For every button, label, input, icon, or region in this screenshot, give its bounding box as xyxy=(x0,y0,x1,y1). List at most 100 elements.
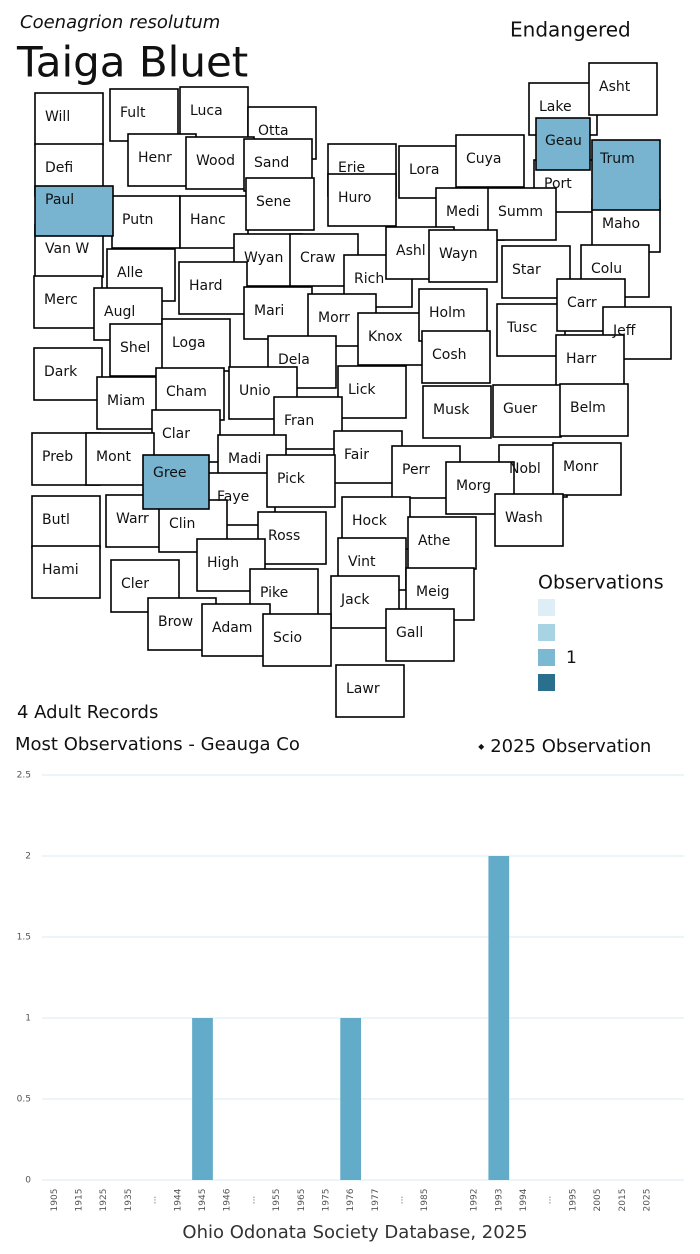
county xyxy=(127,133,197,187)
subtitle: Coenagrion resolutum xyxy=(20,12,220,33)
county-label: Clar xyxy=(162,426,190,442)
y-tick-label: 1 xyxy=(25,1014,31,1024)
x-tick-label: 1935 xyxy=(124,1189,134,1212)
records: 4 Adult Records xyxy=(17,702,158,723)
county-label: Trum xyxy=(599,151,635,167)
title: Taiga Bluet xyxy=(16,38,248,87)
most-observations: Most Observations - Geauga Co xyxy=(15,734,300,755)
county xyxy=(455,134,525,188)
county-label: Tusc xyxy=(506,320,537,336)
county-label: Knox xyxy=(368,329,402,345)
x-tick-label: 1995 xyxy=(568,1189,578,1212)
county-label: Colu xyxy=(591,261,622,277)
county-label: Lick xyxy=(348,382,376,398)
county-label: Cler xyxy=(121,576,149,592)
y-tick-label: 1.5 xyxy=(17,933,31,943)
x-tick-label: 1993 xyxy=(494,1189,504,1212)
county-label: Holm xyxy=(429,305,466,321)
county-label: Jeff xyxy=(612,323,636,339)
county xyxy=(407,516,477,570)
county-label: Wyan xyxy=(244,250,283,266)
county-label: Defi xyxy=(45,160,73,176)
county-label: Henr xyxy=(138,150,172,166)
county-label: Lake xyxy=(539,99,572,115)
county xyxy=(33,347,103,401)
county-label: Mari xyxy=(254,303,284,319)
county-label: Sene xyxy=(256,194,291,210)
county-label: Pick xyxy=(277,471,306,487)
county xyxy=(142,454,210,510)
county-label: Fair xyxy=(344,447,369,463)
x-tick-label: ... xyxy=(396,1196,406,1205)
county-label: Hanc xyxy=(190,212,226,228)
county-label: Loga xyxy=(172,335,206,351)
county-label: Clin xyxy=(169,516,195,532)
county-label: Luca xyxy=(190,103,223,119)
county-label: Gall xyxy=(396,625,423,641)
county xyxy=(421,330,491,384)
status: Endangered xyxy=(510,18,631,42)
county-label: Scio xyxy=(273,630,302,646)
county xyxy=(245,177,315,231)
county-label: Geau xyxy=(545,133,582,149)
county xyxy=(151,409,221,463)
county xyxy=(591,139,661,211)
x-tick-label: 1965 xyxy=(297,1189,307,1212)
bar xyxy=(488,856,510,1180)
county-label: Cosh xyxy=(432,347,467,363)
county-label: Hard xyxy=(189,278,223,294)
county-label: Jack xyxy=(340,592,370,608)
county-label: Van W xyxy=(45,241,89,257)
county-label: Nobl xyxy=(509,461,541,477)
y-tick-label: 0 xyxy=(25,1176,31,1186)
county-label: Erie xyxy=(338,160,365,176)
bar xyxy=(192,1018,213,1180)
county xyxy=(31,495,101,549)
county xyxy=(487,187,557,241)
x-tick-label: ... xyxy=(544,1196,554,1205)
county-label: Dark xyxy=(44,364,78,380)
county-label: Sand xyxy=(254,155,289,171)
county-label: Meig xyxy=(416,584,449,600)
county-label: Otta xyxy=(258,123,289,139)
county-label: Warr xyxy=(116,511,149,527)
x-tick-label: 2015 xyxy=(618,1189,628,1212)
x-tick-label: ... xyxy=(247,1196,257,1205)
legend-title: Observations xyxy=(538,572,664,594)
x-tick-label: ... xyxy=(149,1196,159,1205)
county-label: Pike xyxy=(260,585,288,601)
legend-swatch xyxy=(538,674,555,691)
county-label: Adam xyxy=(212,620,252,636)
county-label: Wayn xyxy=(439,246,478,262)
y-tick-label: 2 xyxy=(25,852,31,862)
county-label: Wash xyxy=(505,510,543,526)
x-tick-label: 1925 xyxy=(99,1189,109,1212)
x-tick-label: 1976 xyxy=(346,1188,356,1211)
county-label: Ross xyxy=(268,528,300,544)
county xyxy=(266,454,336,508)
county-label: Medi xyxy=(446,204,479,220)
county-label: Gree xyxy=(153,465,187,481)
county xyxy=(262,613,332,667)
county-label: Ashl xyxy=(396,243,426,259)
county-label: Unio xyxy=(239,383,271,399)
y-tick-label: 0.5 xyxy=(17,1095,31,1105)
county-label: Morg xyxy=(456,478,491,494)
x-tick-label: 2005 xyxy=(593,1189,603,1212)
county-label: Craw xyxy=(300,250,336,266)
county xyxy=(494,493,564,547)
x-tick-label: 1946 xyxy=(223,1188,233,1211)
county xyxy=(267,335,337,389)
county-label: Cham xyxy=(166,384,207,400)
county xyxy=(337,365,407,419)
county xyxy=(34,185,114,237)
legend-label: 1 xyxy=(566,648,577,668)
county-label: High xyxy=(207,555,239,571)
x-tick-label: 1915 xyxy=(75,1189,85,1212)
county xyxy=(588,62,658,116)
county xyxy=(552,442,622,496)
county-label: Perr xyxy=(402,462,430,478)
county-label: Lora xyxy=(409,162,439,178)
